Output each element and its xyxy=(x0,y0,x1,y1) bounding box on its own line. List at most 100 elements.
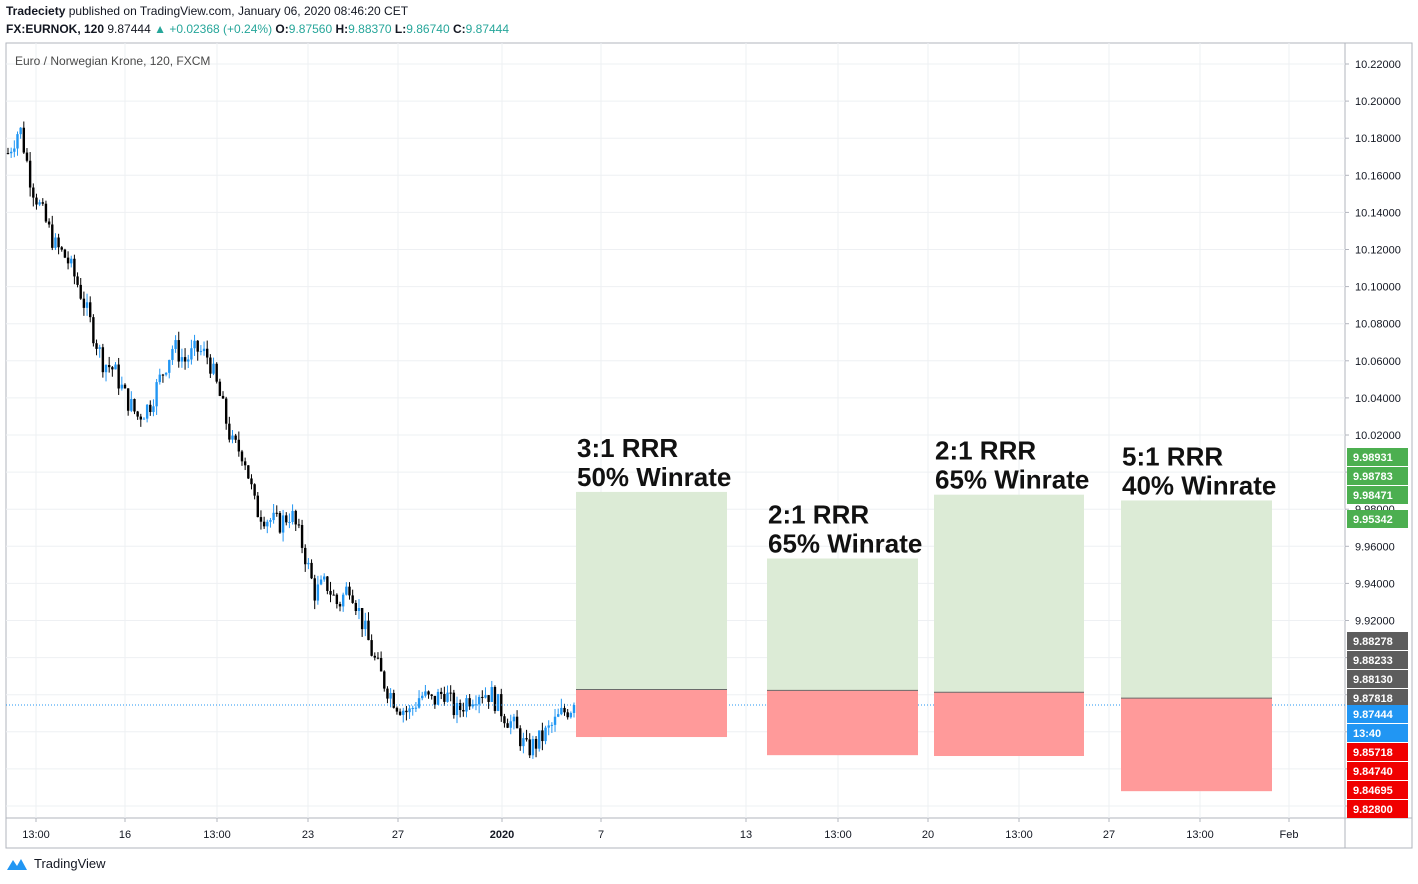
candle xyxy=(319,575,323,586)
candle-body xyxy=(70,258,73,264)
price-label: 9.84695 xyxy=(1347,781,1408,799)
symbol-info: FX:EURNOK, 120 9.87444 ▲ +0.02368 (+0.24… xyxy=(6,22,509,36)
candle-body xyxy=(224,398,228,424)
tradingview-brand[interactable]: TradingView xyxy=(6,856,106,871)
candle-body xyxy=(209,357,212,374)
candle xyxy=(316,575,320,605)
x-tick-label: 27 xyxy=(392,829,404,841)
candle xyxy=(383,670,386,692)
candle xyxy=(452,689,456,719)
candle-body xyxy=(95,343,98,349)
candle xyxy=(266,519,269,534)
grid-lines xyxy=(6,43,1345,818)
candle xyxy=(525,729,528,742)
candle-body xyxy=(474,704,478,706)
publisher-name[interactable]: Tradeciety xyxy=(6,4,66,18)
candle-body xyxy=(47,221,51,225)
price-label-bg xyxy=(1347,762,1408,780)
candle-body xyxy=(506,723,509,728)
candle xyxy=(231,430,234,444)
candle-body xyxy=(139,416,143,420)
price-label-bg xyxy=(1347,651,1408,669)
candle-body xyxy=(164,372,168,375)
candle-body xyxy=(326,576,329,591)
candle xyxy=(199,345,203,356)
candle xyxy=(38,199,41,207)
candle xyxy=(130,391,133,413)
candle-body xyxy=(278,512,282,533)
price-label-bg xyxy=(1347,486,1408,504)
candle-body xyxy=(288,521,291,523)
candle-body xyxy=(183,357,187,362)
candle xyxy=(228,416,231,443)
x-tick-label: 13:00 xyxy=(1186,829,1214,841)
candle xyxy=(209,354,212,379)
candle xyxy=(247,465,250,480)
high-label: H: xyxy=(335,22,349,36)
candle-body xyxy=(294,510,297,525)
candle-body xyxy=(54,237,57,248)
target-zone xyxy=(934,494,1084,693)
candle xyxy=(256,492,259,518)
price-labels: 9.98931 9.98783 9.98471 9.95342 9.88278 9.882… xyxy=(1347,448,1408,818)
low-label: L: xyxy=(394,22,407,36)
candle-body xyxy=(297,524,301,526)
candle xyxy=(171,345,174,365)
candle xyxy=(123,383,127,389)
candle xyxy=(398,708,402,716)
candle-body xyxy=(41,202,44,204)
price-label: 9.88233 xyxy=(1347,651,1408,669)
price-label-bg xyxy=(1347,689,1408,707)
candle-body xyxy=(364,620,367,630)
candle xyxy=(70,255,73,268)
price-label: 9.82800 xyxy=(1347,800,1408,818)
candle xyxy=(272,503,275,524)
candle xyxy=(152,399,155,417)
last-price: 9.87444 xyxy=(107,22,151,36)
candle-body xyxy=(262,521,266,527)
candle-body xyxy=(496,694,500,711)
price-label: 9.98783 xyxy=(1347,467,1408,485)
candle xyxy=(430,693,433,700)
price-label-text: 9.98783 xyxy=(1353,471,1393,483)
x-tick-label: 7 xyxy=(598,829,604,841)
price-label-bg xyxy=(1347,632,1408,650)
candle xyxy=(509,714,512,735)
box-subtitle: 50% Winrate xyxy=(577,462,731,492)
candle-body xyxy=(269,520,272,522)
candle xyxy=(522,732,525,754)
close-value: 9.87444 xyxy=(465,22,510,36)
candle xyxy=(332,589,335,596)
candle xyxy=(168,359,171,379)
candle xyxy=(41,198,44,206)
candle-body xyxy=(553,716,557,725)
candle-body xyxy=(89,302,92,318)
candle-body xyxy=(310,562,313,579)
candle xyxy=(531,735,535,759)
target-zone xyxy=(1121,500,1272,699)
candle xyxy=(111,366,114,377)
candle xyxy=(338,601,342,612)
candle xyxy=(285,512,288,526)
candle-body xyxy=(73,258,76,277)
candle xyxy=(519,725,522,751)
candle-body xyxy=(215,363,218,382)
price-label-text: 9.98471 xyxy=(1353,490,1393,502)
candle xyxy=(484,687,487,699)
candle xyxy=(221,391,225,399)
candle xyxy=(9,147,13,158)
candle-body xyxy=(398,711,402,715)
candle xyxy=(566,708,569,720)
candle-body xyxy=(515,716,519,729)
candle xyxy=(57,233,60,255)
candle xyxy=(196,340,199,361)
candle-body xyxy=(528,739,531,756)
candle xyxy=(465,694,468,718)
candle xyxy=(281,509,285,542)
candle-body xyxy=(114,364,117,370)
candle-body xyxy=(120,384,124,389)
candle-body xyxy=(481,696,484,698)
candle xyxy=(79,278,82,300)
y-tick-label: 10.22000 xyxy=(1355,59,1401,71)
